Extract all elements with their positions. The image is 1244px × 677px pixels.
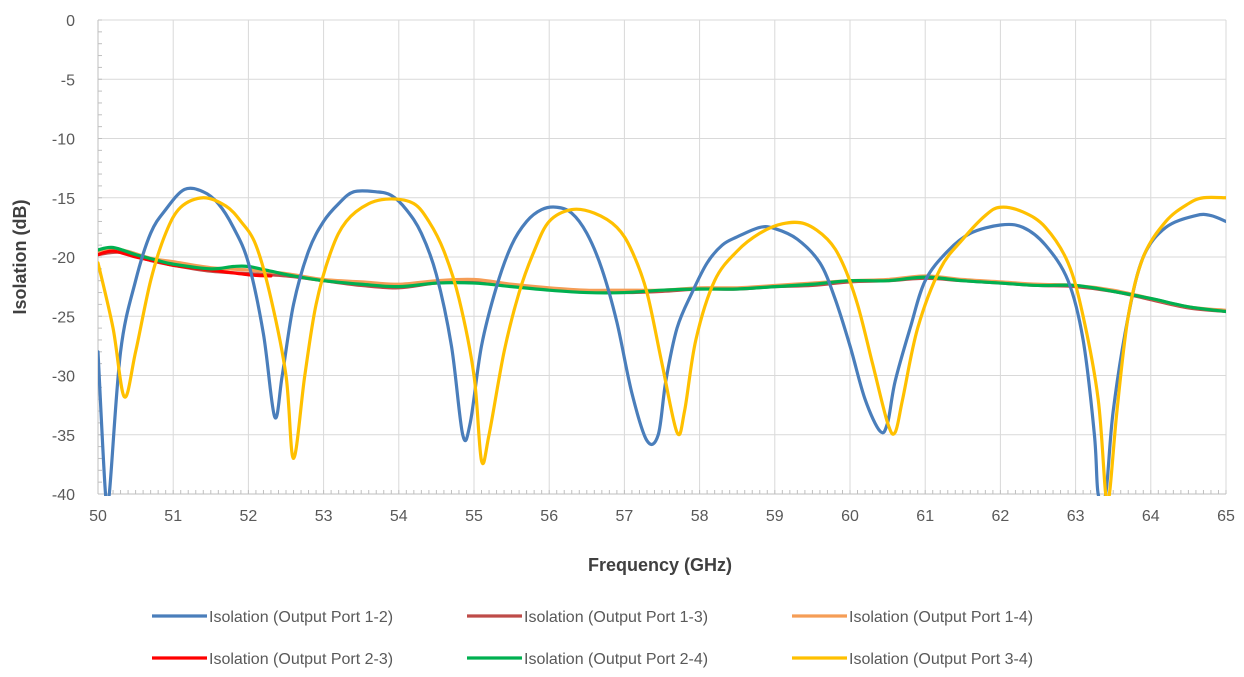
- series-line-5: [98, 245, 1226, 314]
- y-tick-label: 0: [66, 13, 75, 30]
- x-tick-label: 59: [766, 508, 784, 525]
- x-tick-label: 64: [1142, 508, 1160, 525]
- tick-labels: 50 51 52 53 54 55 56 57 58 59 60 61 62 63 64 65 0 -5 -10 -1…: [52, 13, 1235, 525]
- x-tick-label: 63: [1067, 508, 1085, 525]
- legend-label: Isolation (Output Port 2-3): [209, 651, 393, 668]
- y-tick-label: -20: [52, 250, 75, 267]
- x-tick-label: 56: [540, 508, 558, 525]
- y-tick-label: -40: [52, 487, 75, 504]
- x-tick-label: 51: [164, 508, 182, 525]
- x-tick-label: 58: [691, 508, 709, 525]
- legend-item: Isolation (Output Port 1-3): [467, 609, 708, 626]
- legend-label: Isolation (Output Port 1-3): [524, 609, 708, 626]
- legend-item: Isolation (Output Port 2-4): [467, 651, 708, 668]
- y-tick-label: -15: [52, 191, 75, 208]
- legend-item: Isolation (Output Port 2-3): [152, 651, 393, 668]
- x-axis-title: Frequency (GHz): [588, 555, 732, 575]
- x-tick-label: 65: [1217, 508, 1235, 525]
- y-tick-label: -35: [52, 428, 75, 445]
- series-line-1: [98, 186, 1226, 496]
- x-tick-label: 52: [240, 508, 258, 525]
- x-tick-label: 61: [916, 508, 934, 525]
- legend-item: Isolation (Output Port 1-2): [152, 609, 393, 626]
- y-axis-title: Isolation (dB): [10, 200, 30, 315]
- x-tick-label: 50: [89, 508, 107, 525]
- legend-item: Isolation (Output Port 3-4): [792, 651, 1033, 668]
- y-tick-label: -30: [52, 369, 75, 386]
- legend-label: Isolation (Output Port 2-4): [524, 651, 708, 668]
- legend-label: Isolation (Output Port 1-4): [849, 609, 1033, 626]
- x-tick-label: 54: [390, 508, 408, 525]
- legend: Isolation (Output Port 1-2) Isolation (Ou…: [152, 609, 1033, 668]
- y-tick-label: -10: [52, 132, 75, 149]
- y-tick-label: -5: [61, 72, 75, 89]
- legend-item: Isolation (Output Port 1-4): [792, 609, 1033, 626]
- series-lines: [98, 186, 1226, 496]
- x-tick-label: 62: [992, 508, 1010, 525]
- x-tick-label: 55: [465, 508, 483, 525]
- x-tick-label: 60: [841, 508, 859, 525]
- series-line-6: [98, 195, 1226, 496]
- y-tick-label: -25: [52, 309, 75, 326]
- grid: [98, 19, 1227, 494]
- x-tick-label: 53: [315, 508, 333, 525]
- axes: [97, 19, 1227, 495]
- legend-label: Isolation (Output Port 1-2): [209, 609, 393, 626]
- legend-label: Isolation (Output Port 3-4): [849, 651, 1033, 668]
- x-tick-label: 57: [616, 508, 634, 525]
